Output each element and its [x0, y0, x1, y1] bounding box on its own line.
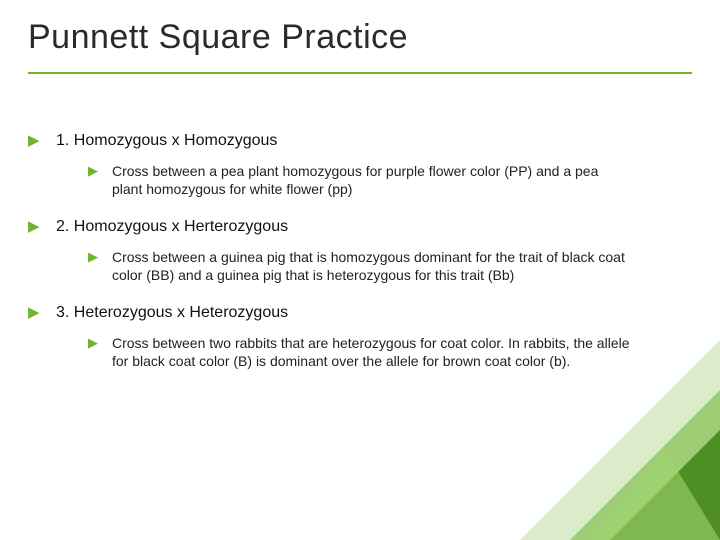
play-icon: ▶: [28, 302, 56, 324]
title-underline: [28, 72, 692, 74]
play-icon: ▶: [88, 334, 112, 352]
play-icon: ▶: [28, 216, 56, 238]
list-item: ▶ 2. Homozygous x Herterozygous: [28, 216, 692, 238]
slide: Punnett Square Practice ▶ 1. Homozygous …: [0, 0, 720, 540]
list-subitem: ▶ Cross between two rabbits that are het…: [88, 334, 692, 370]
play-icon: ▶: [88, 248, 112, 266]
item-detail: Cross between two rabbits that are heter…: [112, 334, 632, 370]
list-item: ▶ 1. Homozygous x Homozygous: [28, 130, 692, 152]
list-item: ▶ 3. Heterozygous x Heterozygous: [28, 302, 692, 324]
page-title: Punnett Square Practice: [28, 18, 408, 57]
item-detail: Cross between a guinea pig that is homoz…: [112, 248, 632, 284]
play-icon: ▶: [28, 130, 56, 152]
item-heading: 1. Homozygous x Homozygous: [56, 130, 277, 152]
item-heading: 3. Heterozygous x Heterozygous: [56, 302, 288, 324]
play-icon: ▶: [88, 162, 112, 180]
item-heading: 2. Homozygous x Herterozygous: [56, 216, 288, 238]
list-subitem: ▶ Cross between a pea plant homozygous f…: [88, 162, 692, 198]
item-detail: Cross between a pea plant homozygous for…: [112, 162, 632, 198]
list-subitem: ▶ Cross between a guinea pig that is hom…: [88, 248, 692, 284]
content-area: ▶ 1. Homozygous x Homozygous ▶ Cross bet…: [28, 130, 692, 388]
